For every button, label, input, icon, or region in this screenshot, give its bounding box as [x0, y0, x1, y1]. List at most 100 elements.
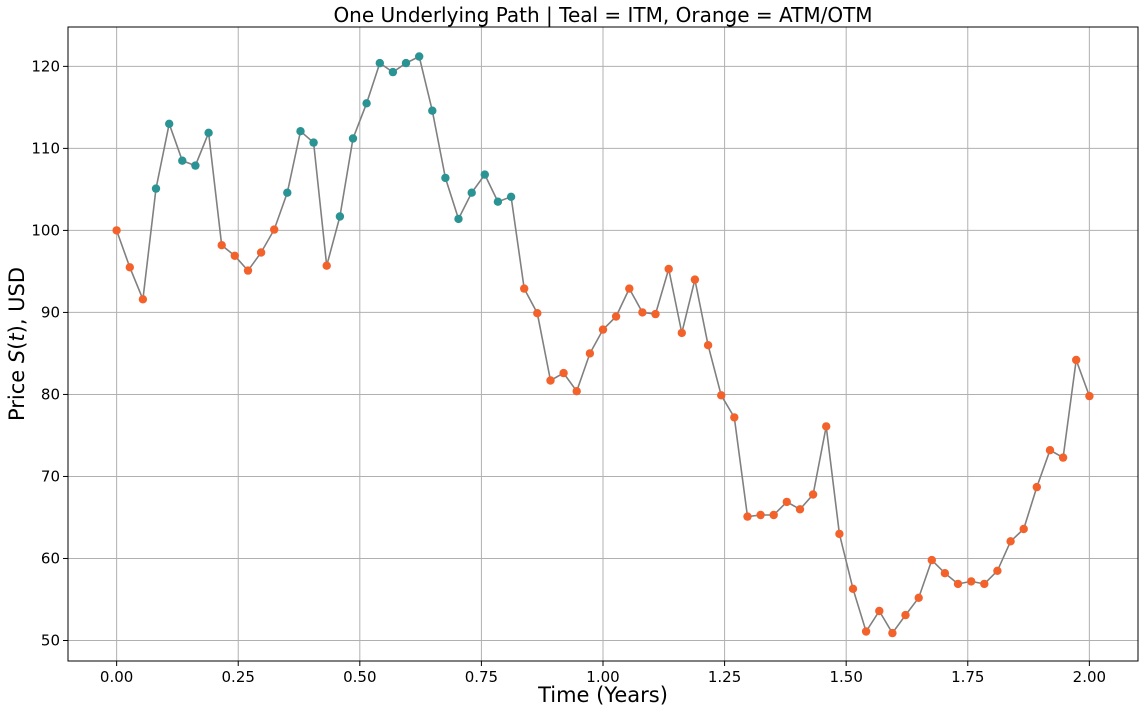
y-axis: 50 60 70 80 90 100 110 120: [31, 57, 68, 649]
itm-point: [335, 212, 345, 221]
y-tick-label: 60: [41, 549, 60, 567]
otm-point: [217, 241, 226, 250]
otm-point: [795, 505, 805, 514]
x-tick-label: 0.50: [343, 668, 376, 686]
otm-point: [520, 284, 529, 293]
otm-point: [533, 309, 542, 318]
grid: [68, 27, 1138, 661]
otm-point: [756, 510, 765, 520]
itm-point: [375, 58, 384, 68]
otm-point: [914, 593, 923, 602]
x-tick-label: 1.50: [829, 668, 862, 686]
itm-point: [204, 128, 213, 137]
y-tick-label: 100: [31, 221, 60, 239]
otm-point: [717, 391, 726, 400]
itm-point: [309, 138, 318, 147]
y-tick-label: 80: [41, 385, 60, 403]
otm-point: [848, 584, 858, 593]
otm-point: [743, 512, 752, 521]
x-tick-label: 0.25: [222, 668, 255, 686]
otm-point: [611, 312, 621, 321]
otm-point: [1045, 446, 1055, 455]
otm-point: [638, 308, 647, 317]
otm-point: [927, 555, 936, 565]
otm-point: [677, 328, 686, 338]
y-axis-label: Price S(t), USD: [5, 267, 29, 421]
otm-point: [230, 251, 239, 260]
x-axis: 0.00 0.25 0.50 0.75 1.00 1.25 1.50 1.75 2.00: [100, 661, 1106, 686]
otm-point: [664, 264, 673, 274]
otm-point: [322, 261, 331, 270]
otm-point: [112, 226, 121, 235]
itm-point: [283, 188, 292, 197]
itm-point: [415, 52, 424, 61]
otm-point: [1058, 453, 1068, 462]
y-tick-label: 120: [31, 57, 60, 75]
otm-point: [690, 275, 700, 284]
otm-point: [546, 376, 555, 385]
otm-point: [861, 627, 871, 636]
x-axis-label: Time (Years): [537, 683, 668, 707]
otm-point: [651, 309, 660, 319]
otm-point: [888, 628, 897, 638]
itm-point: [401, 58, 411, 68]
itm-point: [467, 188, 476, 197]
itm-point: [151, 184, 161, 193]
otm-point: [993, 566, 1002, 575]
otm-point: [808, 490, 818, 499]
x-tick-label: 1.75: [951, 668, 984, 686]
otm-point: [782, 497, 791, 507]
otm-point: [940, 569, 950, 578]
itm-point: [441, 173, 450, 183]
x-tick-label: 1.25: [708, 668, 741, 686]
itm-point: [493, 197, 503, 206]
otm-point: [270, 225, 279, 234]
x-tick-label: 2.00: [1073, 668, 1106, 686]
otm-point: [967, 577, 976, 586]
x-tick-label: 1.00: [586, 668, 619, 686]
otm-point: [625, 284, 634, 293]
otm-point: [875, 606, 884, 616]
itm-point: [454, 214, 463, 224]
otm-point: [243, 266, 253, 275]
itm-point: [348, 134, 358, 143]
otm-point: [901, 610, 910, 620]
otm-point: [125, 263, 134, 272]
otm-point: [703, 341, 713, 350]
y-tick-label: 90: [41, 303, 60, 321]
otm-point: [1072, 355, 1081, 365]
itm-point: [480, 170, 489, 179]
otm-point: [769, 510, 778, 520]
otm-point: [953, 579, 963, 589]
chart-title: One Underlying Path | Teal = ITM, Orange…: [333, 3, 872, 27]
y-tick-label: 70: [41, 467, 60, 485]
otm-point: [835, 529, 844, 539]
otm-point: [730, 413, 739, 422]
otm-point: [1006, 537, 1015, 546]
otm-point: [559, 368, 568, 378]
x-tick-label: 0.75: [465, 668, 498, 686]
x-tick-label: 0.00: [100, 668, 133, 686]
itm-point: [362, 99, 371, 108]
otm-point: [138, 295, 148, 304]
otm-point: [822, 422, 831, 431]
otm-point: [1019, 524, 1028, 534]
itm-point: [191, 161, 200, 170]
itm-point: [388, 67, 398, 77]
itm-point: [178, 156, 187, 165]
otm-point: [585, 349, 595, 358]
y-tick-label: 50: [41, 631, 60, 649]
otm-point: [256, 248, 266, 257]
data-points: [112, 52, 1094, 638]
itm-point: [165, 119, 174, 128]
y-tick-label: 110: [31, 139, 60, 157]
itm-point: [428, 106, 437, 115]
otm-point: [1085, 391, 1094, 401]
otm-point: [572, 387, 581, 396]
itm-point: [506, 192, 516, 201]
otm-point: [1032, 482, 1042, 492]
otm-point: [598, 325, 608, 334]
itm-point: [296, 127, 305, 136]
